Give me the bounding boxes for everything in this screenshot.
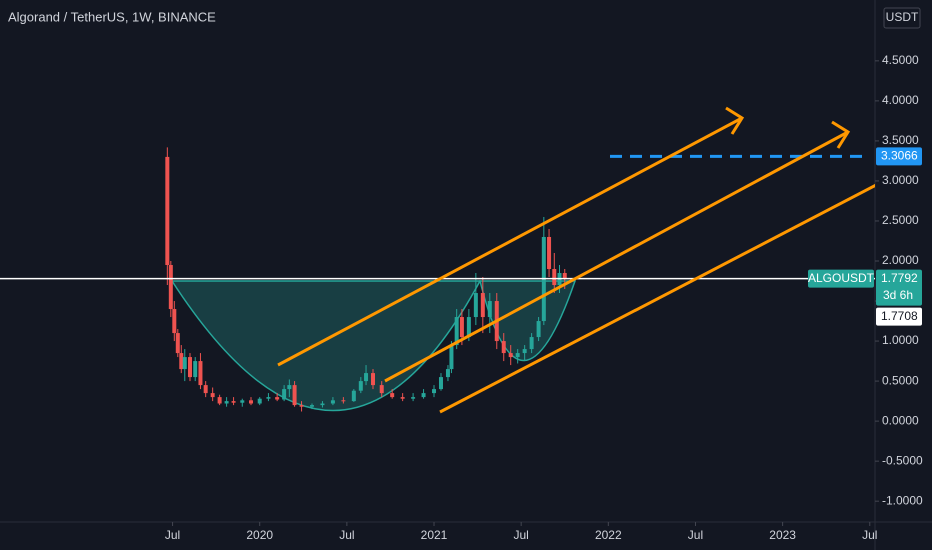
candle-body [179,353,184,370]
candle-body [198,361,203,386]
target-label-box [876,147,922,166]
candle-body [248,400,253,404]
target-label: 3.3066 [881,149,918,163]
candle-body [459,317,464,338]
x-tick-label: Jul [513,528,528,542]
candle-body [371,373,376,386]
y-tick-label: 4.0000 [882,93,919,107]
candle-body [210,393,215,398]
candle-body [480,293,485,318]
y-tick-label: -1.0000 [882,493,923,507]
candle-body [522,349,527,354]
candle-body [330,400,335,404]
drawings [277,106,875,414]
x-tick-label: 2023 [769,528,796,542]
candle-body [320,403,325,406]
currency-box [883,7,921,29]
candle-body [445,369,450,378]
symbol-label: ALGOUSDT [808,271,875,285]
currency: USDT [886,10,919,24]
candle-body [515,353,520,358]
candle-body [172,309,177,334]
y-tick-label: 3.5000 [882,133,919,147]
y-tick-label: 2.5000 [882,213,919,227]
candle-body [379,385,384,394]
candle-body [454,317,459,346]
candle-body [224,401,229,404]
candle-body [438,377,443,390]
candle-body [473,293,478,318]
chart-title: Algorand / TetherUS, 1W, BINANCE [8,9,216,24]
candle-body [501,341,506,354]
last-price-label: 1.7792 [881,271,918,285]
x-tick-label: 2022 [595,528,622,542]
y-tick-label: 1.0000 [882,333,919,347]
candle-body [287,385,292,390]
candle-body [231,401,236,403]
candle-body [449,345,454,370]
candle-body [341,400,346,402]
candle-body [358,381,363,391]
candle-body [411,397,416,399]
x-tick-label: 2020 [246,528,273,542]
candle-body [400,397,405,399]
candle-body [390,393,395,398]
candle-body [165,156,170,266]
candle-body [187,357,192,378]
candle-body [466,317,471,338]
cup-drawing [170,280,482,412]
cursor-price-label: 1.7708 [881,309,918,323]
candle-body [217,397,222,404]
trend-line [439,183,875,414]
plot-area [165,147,577,412]
candle-body [203,385,208,394]
candle-body [421,393,426,398]
candle-body [562,273,567,279]
candle-body [168,265,173,310]
candle-body [487,301,492,318]
candle-body [266,397,271,399]
candle-body [552,269,557,286]
y-tick-label: 3.0000 [882,173,919,187]
candle-body [292,385,297,406]
candle-body [529,337,534,350]
cursor-price-box [876,307,922,326]
candle-body [282,389,287,400]
candle-body [351,390,356,402]
candle-body [364,373,369,382]
countdown-label: 3d 6h [883,288,913,302]
candle-body [193,361,198,378]
candle-body [299,405,304,407]
arrow-head [831,120,851,149]
candle-body [547,236,552,270]
candle-body [257,398,262,404]
last-price-box [876,269,922,306]
candle-body [275,397,280,400]
candle-body [536,321,541,338]
y-tick-label: 0.0000 [882,413,919,427]
candle-body [508,353,513,358]
x-tick-label: Jul [339,528,354,542]
candle-body [432,389,437,394]
y-tick-label: 0.5000 [882,373,919,387]
arrow-head [725,106,745,135]
candle-body [175,333,180,354]
x-tick-label: Jul [862,528,877,542]
x-tick-label: Jul [688,528,703,542]
y-tick-label: 2.0000 [882,253,919,267]
candle-body [182,357,187,370]
symbol-box [808,269,874,288]
trend-arrow [277,116,743,367]
x-tick-label: Jul [165,528,180,542]
y-tick-label: -0.5000 [882,453,923,467]
candle-body [310,405,315,407]
y-tick-label: 4.5000 [882,53,919,67]
x-tick-label: 2021 [421,528,448,542]
candle-body [240,400,245,403]
trend-arrow [384,130,849,383]
